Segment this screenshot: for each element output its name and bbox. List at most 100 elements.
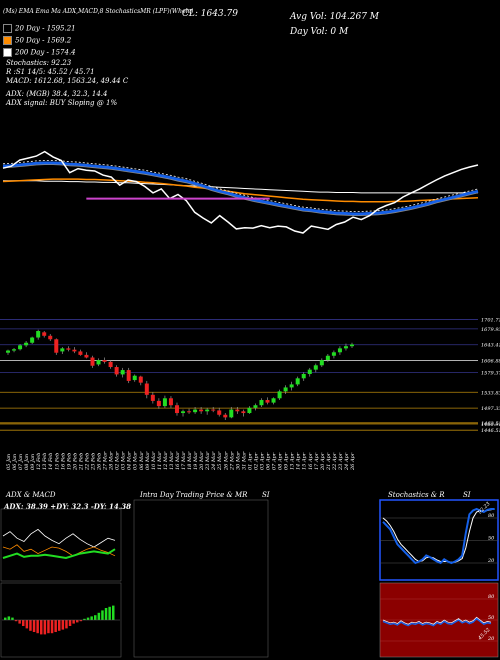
rsi-level-label: 20 [487,636,495,642]
adx-panel-values: ADX: 38.39 +DY: 32.3 -DY: 14.38 [4,502,131,511]
ema20-line [2,161,479,216]
x-axis-label: 14 Apr [296,452,302,470]
x-axis-label: 19 Feb [66,453,72,470]
candle-body [259,400,264,406]
x-axis-label: 26 Apr [350,452,356,470]
price-chart: 1701.71 1679.93 1643.41 1606.88 1579.37 1533.… [0,150,500,470]
x-axis-label: 08 Jan [24,454,30,470]
candle-body [162,398,167,407]
rsi-level-label: 80 [488,594,495,600]
stochastics-panel-si: SI [463,491,471,499]
candle-body [174,405,179,414]
candle-body [235,409,240,412]
adx-signal-readout: ADX signal: BUY Sloping @ 1% [6,99,118,107]
macd-histogram-bar [14,620,18,622]
x-axis-label: 10 Mar [151,451,157,470]
candle-body [18,345,23,350]
macd-histogram-bar [54,620,57,632]
x-axis-label: 30 Mar [235,451,241,470]
legend-swatch-50day [3,36,12,45]
candle-body [96,360,101,365]
macd-histogram-bar [50,620,54,634]
candle-body [48,335,53,340]
stochastics-line [382,507,495,565]
price-level-label: 1606.88 [481,359,500,365]
candle-body [144,383,149,395]
x-axis-label: 05 Jan [6,454,12,470]
ma200-line [3,180,478,194]
x-axis-label: 22 Apr [332,452,338,470]
x-axis-label: 31 Mar [241,451,247,470]
x-axis-label: 21 Feb [78,453,84,470]
candle-body [301,373,306,379]
rsi-line [382,617,492,627]
macd-readout: MACD: 1612.68, 1563.24, 49.44 C [6,77,129,85]
price-level-label: 1643.41 [481,343,500,349]
candle-body [217,410,222,415]
x-axis-label: 12 Mar [163,451,169,470]
x-axis-label: 24 Apr [344,452,350,470]
macd-histogram-bar [90,616,93,620]
x-axis-label: 26 Mar [223,451,229,470]
adx-panel-title: ADX & MACD [6,491,56,499]
price-level-label: 1701.71 [481,317,500,323]
stochastics-level-label: 20 [487,558,495,564]
macd-histogram-bar [79,620,83,622]
x-axis-label: 13 Mar [169,451,175,470]
stochastics-level-label: 50 [488,536,495,542]
adx-line [2,548,116,560]
macd-histogram-bar [43,620,47,635]
plus-di-line [2,528,116,548]
candle-body [90,357,95,366]
candle-body [138,376,143,383]
rsi-signal-line [382,616,492,625]
legend-swatch-200day [3,48,12,57]
x-axis-label: 06 Mar [139,451,145,470]
macd-panel [0,582,122,658]
x-axis-label: 16 Mar [175,451,181,470]
x-axis-label: 24 Mar [211,451,217,470]
x-axis-label: 23 Feb [90,453,96,470]
macd-histogram-bar [65,620,68,629]
candle-body [193,409,198,413]
adx-panel [0,508,122,582]
x-axis-label: 20 Mar [199,451,205,470]
candle-body [36,331,41,338]
candle-body [150,394,155,401]
price-level-label: 1533.83 [481,390,500,396]
price-level-label: 1463.51 [481,421,500,427]
stochastics-signal-line [382,508,495,563]
candle-body [24,342,29,346]
candle-body [325,355,330,361]
x-axis-label: 06 Jan [12,454,18,470]
candle-body [277,391,282,399]
x-axis-label: 09 Apr [284,452,290,470]
x-axis-label: 28 Mar [109,451,115,470]
candle-body [120,370,125,375]
intraday-panel [133,499,269,658]
legend-swatch-20day [3,24,12,33]
candle-body [78,351,83,355]
x-axis-label: 13 Apr [290,452,296,470]
price-level-label: 1579.37 [481,371,500,377]
intraday-panel-title: Intra Day Trading Price & MR [140,491,248,499]
day-volume-label: Day Vol: 0 M [290,27,349,37]
stochastics-readout: Stochastics: 92.23 [6,59,72,67]
rsi-readout: R :S1 14/5: 45.52 / 45.71 [6,68,95,76]
candle-body [132,375,137,381]
price-level-label: 1497.33 [481,406,500,412]
macd-histogram-bar [22,620,25,626]
candle-body [211,409,216,411]
legend-item-20day: 20 Day - 1595.21 [3,24,76,33]
x-axis-label: 22 Feb [84,453,90,470]
candle-body [30,337,35,343]
ema50-line [2,178,479,203]
candle-body [205,409,210,412]
x-axis-label: 14 Feb [48,453,54,470]
candle-body [295,378,300,385]
x-axis-label: 17 Mar [181,451,187,470]
x-axis-label: 12 Feb [36,453,42,470]
stochastics-panel-title: Stochastics & R [388,491,445,499]
x-axis-label: 07 Jan [18,454,24,470]
x-axis-label: 26 Feb [97,453,103,470]
